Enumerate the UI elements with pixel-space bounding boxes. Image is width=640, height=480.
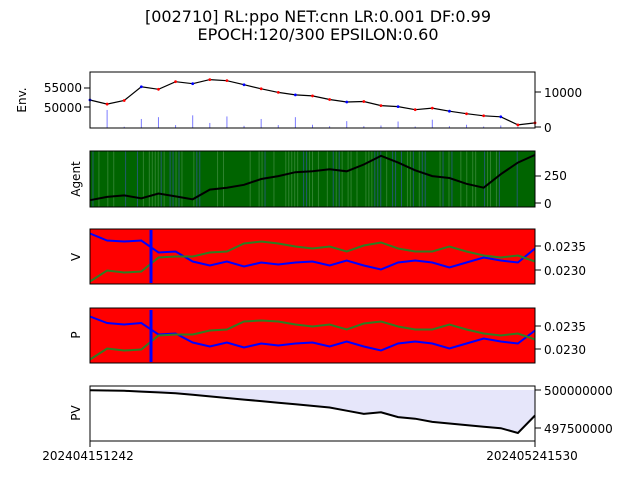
trade-marker [105, 102, 109, 106]
trade-marker [174, 80, 177, 84]
env-right-tick-0: 10000 [544, 86, 582, 100]
p-right-tick-0: 0.0235 [544, 320, 586, 334]
pv-line [89, 389, 536, 435]
pv-ylabel: PV [69, 404, 83, 420]
trade-marker [448, 109, 451, 113]
trade-marker [499, 115, 503, 119]
agent-right-tick-0: 250 [544, 169, 567, 183]
v-green-line [89, 240, 536, 283]
trade-marker [482, 114, 486, 118]
pv-right-tick-0: 500000000 [544, 384, 613, 398]
env-left-tick-0: 55000 [44, 81, 82, 95]
env-frame [89, 71, 536, 129]
trade-marker [225, 79, 229, 83]
v-right-tick-1: 0.0230 [544, 264, 586, 278]
figure-title-line2: EPOCH:120/300 EPSILON:0.60 [197, 25, 438, 44]
trade-marker [191, 82, 195, 86]
agent-action-stripes [92, 151, 518, 207]
env-left-tick-1: 50000 [44, 101, 82, 115]
trade-marker [242, 83, 246, 87]
pv-right-tick-1: 497500000 [544, 422, 613, 436]
v-right-tick-0: 0.0235 [544, 240, 586, 254]
env-plot-area [90, 72, 535, 128]
trade-marker [328, 98, 332, 101]
trade-marker [208, 78, 212, 82]
pv-frame [89, 385, 536, 442]
figure-title-line1: [002710] RL:ppo NET:cnn LR:0.001 DF:0.99 [145, 7, 491, 26]
agent-right-tick-1: 0 [544, 197, 552, 211]
agent-ylabel: Agent [69, 161, 83, 197]
trade-marker [311, 94, 314, 98]
v-blue-line [89, 232, 536, 271]
trade-marker [276, 90, 280, 94]
p-ylabel: P [69, 331, 83, 338]
trade-marker [362, 100, 366, 103]
panel-pv: 500000000 497500000 PV [69, 384, 613, 442]
trade-marker [396, 105, 400, 109]
p-green-line [89, 319, 536, 361]
trade-marker [465, 112, 468, 116]
v-ylabel: V [69, 252, 83, 261]
trade-marker [413, 108, 417, 112]
env-trade-markers [88, 78, 537, 127]
agent-position-line [89, 153, 536, 202]
v-plot-area [90, 229, 535, 284]
env-right-tick-1: 0 [544, 121, 552, 135]
p-plot-area [90, 308, 535, 363]
env-ylabel: Env. [15, 87, 29, 112]
trade-marker [379, 104, 383, 107]
panel-p: 0.0235 0.0230 P [69, 307, 586, 364]
agent-frame [89, 150, 536, 208]
trade-marker [259, 87, 263, 91]
panel-env: 55000 50000 10000 0 Env. [15, 71, 582, 135]
trade-marker [345, 100, 349, 104]
trade-marker [122, 99, 126, 102]
trade-marker [139, 85, 143, 89]
trade-marker [516, 123, 520, 127]
trade-marker [293, 93, 297, 97]
trade-marker [157, 87, 160, 91]
panel-v: 0.0235 0.0230 V [69, 228, 586, 285]
v-frame [89, 228, 536, 285]
p-right-tick-1: 0.0230 [544, 343, 586, 357]
x-tick-0: 202404151242 [42, 449, 134, 463]
panel-agent: 250 0 Agent [69, 150, 567, 211]
pv-fill-area [90, 390, 535, 433]
trade-marker [430, 106, 434, 110]
p-frame [89, 307, 536, 364]
x-tick-1: 202405241530 [486, 449, 578, 463]
